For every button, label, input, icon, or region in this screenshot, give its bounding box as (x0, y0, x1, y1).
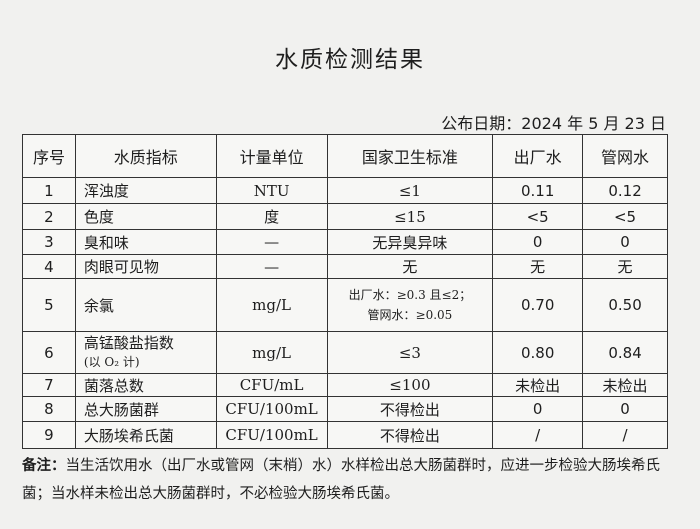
network-water-cell: 无 (582, 254, 668, 279)
header-cell: 水质指标 (74, 134, 217, 178)
header-cell: 出厂水 (492, 134, 584, 178)
header-cell: 国家卫生标准 (326, 134, 494, 178)
row-number-cell: 4 (22, 254, 76, 279)
national-standard-cell: 不得检出 (326, 396, 494, 422)
indicator-cell: 菌落总数 (74, 373, 217, 397)
network-water-cell: 0 (582, 396, 668, 422)
note-text: 当生活饮用水（出厂水或管网（末梢）水）水样检出总大肠菌群时，应进一步检验大肠埃希… (22, 458, 660, 502)
factory-water-cell: 0.70 (492, 278, 584, 332)
factory-water-cell: 未检出 (492, 373, 584, 397)
row-number-cell: 6 (22, 331, 76, 374)
table-row: 8 总大肠菌群 CFU/100mL 不得检出 0 0 (22, 396, 668, 422)
national-standard-cell: ≤100 (326, 373, 494, 397)
national-standard-cell: 出厂水：≥0.3 且≤2； 管网水：≥0.05 (326, 278, 494, 332)
water-quality-table: 序号 水质指标 计量单位 国家卫生标准 出厂水 管网水 1 浑浊度 NTU ≤1 0.1… (22, 134, 668, 449)
factory-water-cell: / (492, 421, 584, 449)
indicator-cell: 浑浊度 (74, 177, 217, 204)
factory-water-cell: 0.80 (492, 331, 584, 374)
indicator-sub: (以 O₂ 计) (83, 354, 140, 369)
indicator-cell: 总大肠菌群 (74, 396, 217, 422)
table-row: 4 肉眼可见物 — 无无无 (22, 254, 668, 279)
unit-cell: CFU/mL (215, 373, 328, 397)
network-water-cell: / (582, 421, 668, 449)
national-standard-cell: ≤15 (326, 203, 494, 230)
row-number-cell: 9 (22, 421, 76, 449)
row-number-cell: 1 (22, 177, 76, 204)
unit-cell: CFU/100mL (215, 421, 328, 449)
indicator-cell: 余氯 (74, 278, 217, 332)
row-number-cell: 5 (22, 278, 76, 332)
row-number-cell: 8 (22, 396, 76, 422)
row-number-cell: 2 (22, 203, 76, 230)
table-row: 2 色度度 ≤15 <5 <5 (22, 203, 668, 230)
network-water-cell: 未检出 (582, 373, 668, 397)
national-standard-cell: 无 (326, 254, 494, 279)
unit-cell: 度 (215, 203, 328, 230)
factory-water-cell: 0 (492, 229, 584, 255)
unit-cell: — (215, 254, 328, 279)
national-standard-cell: 无异臭异味 (326, 229, 494, 255)
indicator-cell: 色度 (74, 203, 217, 230)
header-cell: 序号 (22, 134, 76, 178)
table-row: 1 浑浊度 NTU ≤1 0.11 0.12 (22, 177, 668, 204)
factory-water-cell: 0 (492, 396, 584, 422)
row-number-cell: 3 (22, 229, 76, 255)
indicator-cell: 肉眼可见物 (74, 254, 217, 279)
table-row: 9 大肠埃希氏菌 CFU/100mL 不得检出 / / (22, 421, 668, 449)
unit-cell: — (215, 229, 328, 255)
table-row: 7 菌落总数 CFU/mL ≤100 未检出 未检出 (22, 373, 668, 397)
header-cell: 计量单位 (215, 134, 328, 178)
std-line: 出厂水：≥0.3 且≤2； (348, 288, 472, 302)
national-standard-cell: ≤1 (326, 177, 494, 204)
factory-water-cell: 无 (492, 254, 584, 279)
network-water-cell: 0.50 (582, 278, 668, 332)
unit-cell: mg/L (215, 278, 328, 332)
row-number-cell: 7 (22, 373, 76, 397)
footnote: 备注：当生活饮用水（出厂水或管网（末梢）水）水样检出总大肠菌群时，应进一步检验大… (22, 452, 672, 508)
table-row: 5 余氯 mg/L 出厂水：≥0.3 且≤2； 管网水：≥0.05 0.70 0.50 (22, 278, 668, 332)
indicator-name: 高锰酸盐指数 (83, 333, 174, 352)
std-line: 管网水：≥0.05 (367, 308, 453, 322)
network-water-cell: 0.12 (582, 177, 668, 204)
indicator-cell: 高锰酸盐指数 (以 O₂ 计) (74, 331, 217, 374)
national-standard-cell: 不得检出 (326, 421, 494, 449)
note-label: 备注： (22, 458, 66, 474)
factory-water-cell: <5 (492, 203, 584, 230)
table-row: 3 臭和味 — 无异臭异味 0 0 (22, 229, 668, 255)
page-title: 水质检测结果 (275, 47, 425, 73)
network-water-cell: 0.84 (582, 331, 668, 374)
unit-cell: mg/L (215, 331, 328, 374)
network-water-cell: <5 (582, 203, 668, 230)
unit-cell: CFU/100mL (215, 396, 328, 422)
unit-cell: NTU (215, 177, 328, 204)
publish-date: 公布日期：2024 年 5 月 23 日 (441, 114, 666, 133)
indicator-cell: 臭和味 (74, 229, 217, 255)
indicator-cell: 大肠埃希氏菌 (74, 421, 217, 449)
factory-water-cell: 0.11 (492, 177, 584, 204)
table-row: 6 高锰酸盐指数 (以 O₂ 计) mg/L ≤3 0.80 0.84 (22, 331, 668, 374)
header-cell: 管网水 (582, 134, 668, 178)
national-standard-cell: ≤3 (326, 331, 494, 374)
table-header: 序号 水质指标 计量单位 国家卫生标准 出厂水 管网水 (22, 134, 668, 178)
network-water-cell: 0 (582, 229, 668, 255)
